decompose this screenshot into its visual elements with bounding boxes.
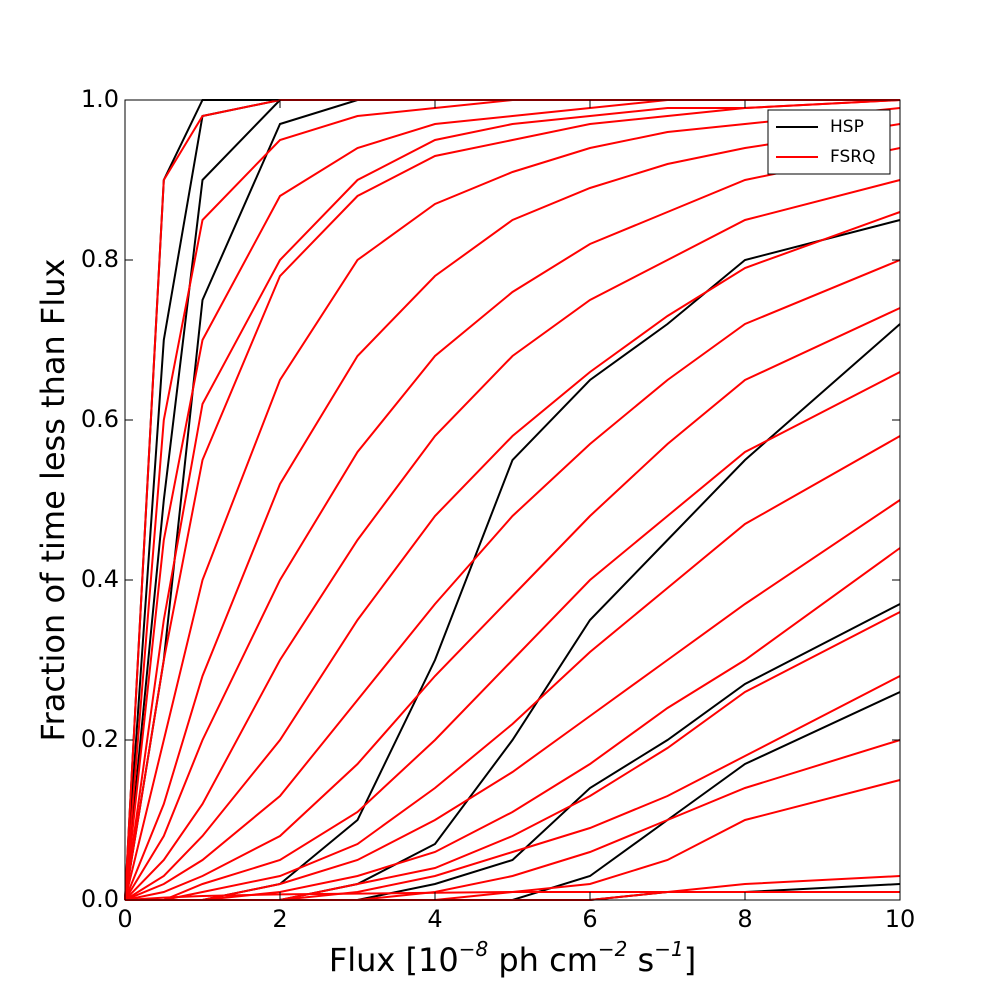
- y-tick-label: 1.0: [81, 85, 119, 113]
- x-tick-label: 6: [582, 905, 597, 933]
- y-tick-label: 0.6: [81, 405, 119, 433]
- curve: [124, 107, 901, 901]
- y-tick-label: 0.2: [81, 725, 119, 753]
- x-tick-label: 0: [117, 905, 132, 933]
- x-tick-label: 4: [427, 905, 442, 933]
- x-tick-label: 10: [885, 905, 916, 933]
- x-axis-label-exponent: −1: [654, 937, 683, 961]
- curve: [125, 323, 901, 901]
- legend-label: FSRQ: [830, 147, 875, 167]
- x-tick-label: 2: [272, 905, 287, 933]
- y-axis-label: Fraction of time less than Flux: [34, 259, 72, 742]
- curve: [124, 99, 901, 901]
- curve: [124, 307, 901, 901]
- x-axis-label-part: s: [627, 941, 654, 979]
- x-axis-label-part: ]: [684, 941, 696, 979]
- y-tick-label: 0.0: [81, 885, 119, 913]
- y-tick-label: 0.4: [81, 565, 119, 593]
- curve: [124, 179, 901, 901]
- x-axis-label: Flux [10−8 ph cm−2 s−1]: [329, 937, 696, 980]
- curve: [125, 739, 901, 901]
- x-axis-label-part: Flux [10: [329, 941, 459, 979]
- x-axis-label-exponent: −2: [598, 937, 627, 961]
- curve: [124, 891, 900, 901]
- curve: [125, 499, 901, 901]
- curve: [124, 147, 901, 901]
- plot-frame: [124, 99, 901, 901]
- y-tick-label: 0.8: [81, 245, 119, 273]
- curve: [125, 371, 901, 901]
- x-axis-label-exponent: −8: [459, 937, 488, 961]
- x-tick-label: 8: [737, 905, 752, 933]
- curve: [124, 123, 901, 901]
- curve: [124, 259, 901, 901]
- curve: [124, 211, 901, 901]
- legend-box: [767, 109, 891, 175]
- curve: [125, 435, 901, 901]
- x-axis-label-part: ph cm: [488, 941, 598, 979]
- curve: [125, 219, 901, 901]
- legend-label: HSP: [830, 117, 864, 137]
- curve: [124, 99, 901, 901]
